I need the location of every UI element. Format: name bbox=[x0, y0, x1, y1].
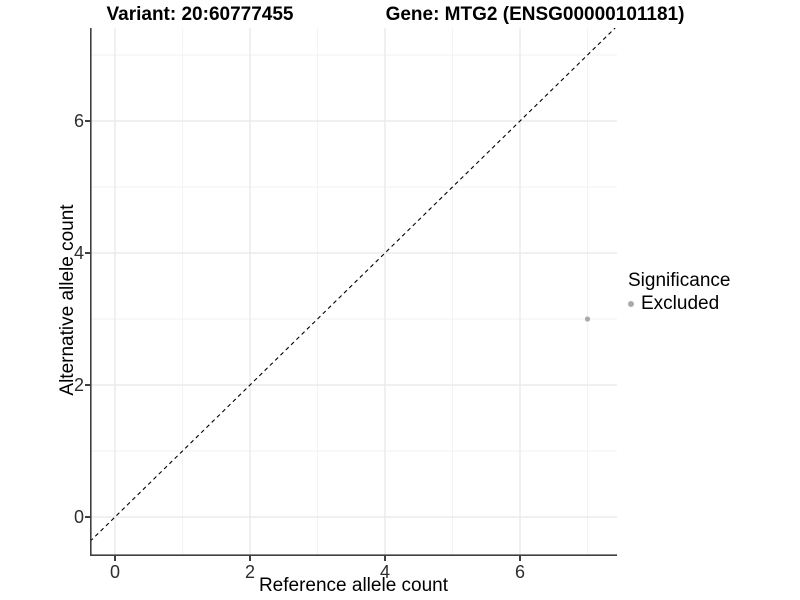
plot-panel bbox=[90, 28, 617, 556]
data-point bbox=[584, 316, 591, 322]
variant-title: Variant: 20:60777455 bbox=[106, 4, 294, 25]
y-tick-mark bbox=[85, 516, 90, 518]
legend-item-label: Excluded bbox=[641, 293, 720, 314]
x-tick-label: 2 bbox=[244, 562, 255, 582]
legend-title: Significance bbox=[628, 270, 731, 291]
x-tick-mark bbox=[114, 556, 116, 561]
y-tick-mark bbox=[85, 384, 90, 386]
y-tick-label: 0 bbox=[73, 507, 84, 527]
y-tick-label: 2 bbox=[73, 375, 84, 395]
x-tick-mark bbox=[384, 556, 386, 561]
gene-title: Gene: MTG2 (ENSG00000101181) bbox=[385, 4, 685, 25]
x-tick-label: 6 bbox=[514, 562, 525, 582]
x-tick-label: 4 bbox=[379, 562, 390, 582]
legend-key-dot bbox=[628, 301, 634, 307]
y-tick-mark bbox=[85, 120, 90, 122]
y-tick-label: 6 bbox=[73, 111, 84, 131]
y-tick-label: 4 bbox=[73, 243, 84, 263]
y-axis-title: Alternative allele count bbox=[57, 204, 78, 396]
x-axis-title: Reference allele count bbox=[258, 575, 449, 596]
legend-item-excluded: Excluded bbox=[628, 293, 730, 315]
identity-dashed-line bbox=[90, 28, 616, 542]
legend: Significance Excluded bbox=[628, 269, 730, 315]
x-tick-label: 0 bbox=[109, 562, 120, 582]
x-tick-mark bbox=[519, 556, 521, 561]
y-tick-mark bbox=[85, 252, 90, 254]
x-tick-mark bbox=[249, 556, 251, 561]
